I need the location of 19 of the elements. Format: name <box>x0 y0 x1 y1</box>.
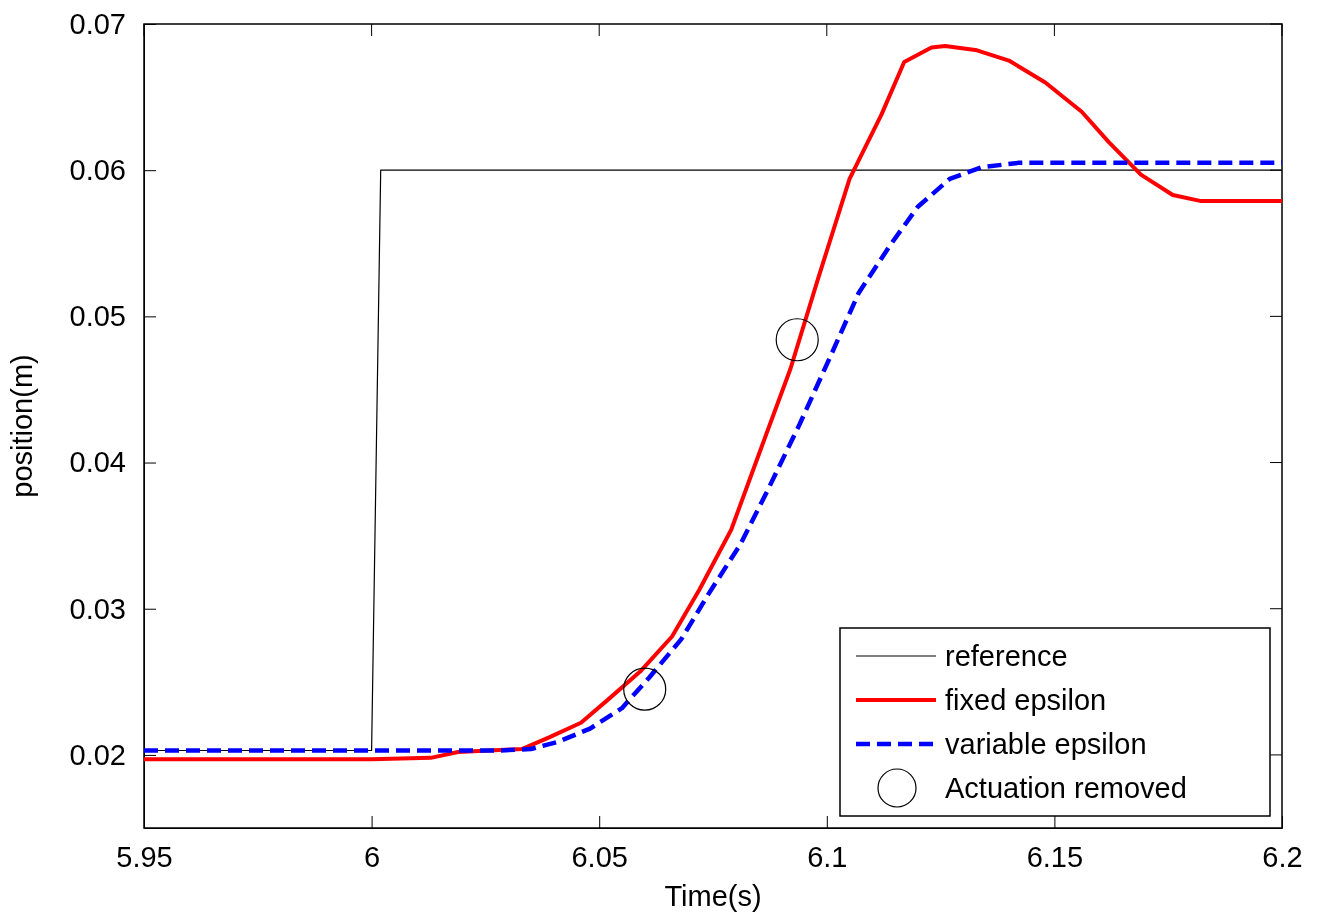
x-tick-label: 6.05 <box>571 840 628 873</box>
legend-label: Actuation removed <box>945 772 1187 804</box>
legend-label: reference <box>945 640 1068 672</box>
x-tick-label: 6 <box>364 840 381 873</box>
legend-label: variable epsilon <box>945 728 1147 760</box>
legend-label: fixed epsilon <box>945 684 1107 716</box>
y-tick-label: 0.04 <box>69 446 126 479</box>
y-tick-label: 0.05 <box>69 300 126 333</box>
y-tick-label: 0.03 <box>69 592 126 625</box>
x-tick-label: 6.2 <box>1262 840 1303 873</box>
line-series <box>142 43 1284 762</box>
y-axis-title: position(m) <box>6 354 38 498</box>
y-tick-label: 0.02 <box>69 738 126 771</box>
x-tick-label: 6.1 <box>807 840 848 873</box>
x-tick-label: 5.95 <box>116 840 173 873</box>
x-axis-title: Time(s) <box>664 880 762 912</box>
y-tick-label: 0.06 <box>69 153 126 186</box>
x-tick-label: 6.15 <box>1026 840 1084 873</box>
y-tick-label: 0.07 <box>69 7 126 40</box>
